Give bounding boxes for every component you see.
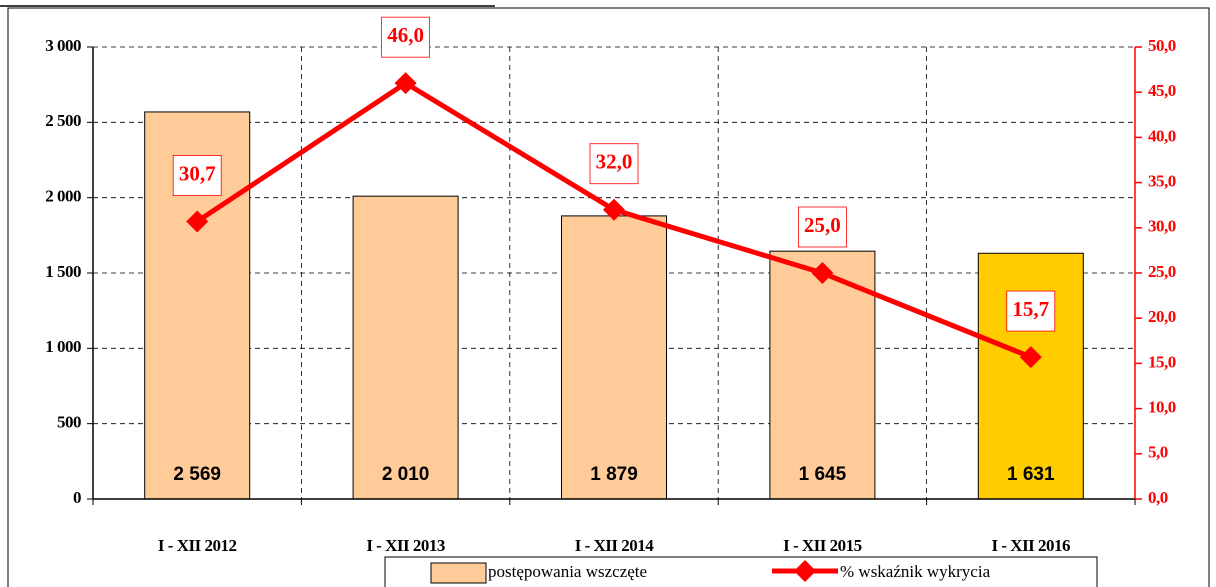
y-tick-label: 1 000 xyxy=(45,337,81,356)
y2-tick-label: 45,0 xyxy=(1148,81,1176,100)
x-tick-label: I - XII 2015 xyxy=(783,536,862,555)
y2-tick-label: 10,0 xyxy=(1148,398,1176,417)
legend-marker xyxy=(794,560,816,582)
y2-tick-label: 50,0 xyxy=(1148,36,1176,55)
y-tick-label: 3 000 xyxy=(45,36,81,55)
line-value-label: 46,0 xyxy=(387,23,424,47)
bar-value-label: 1 631 xyxy=(1007,464,1055,485)
y2-tick-label: 15,0 xyxy=(1148,352,1176,371)
y2-tick-label: 0,0 xyxy=(1148,488,1168,507)
y2-tick-label: 20,0 xyxy=(1148,307,1176,326)
legend-box xyxy=(384,556,1098,587)
y-tick-label: 2 000 xyxy=(45,187,81,206)
y-tick-label: 500 xyxy=(57,413,81,432)
bar xyxy=(561,215,667,500)
line-marker xyxy=(811,262,834,284)
y-tick-label: 0 xyxy=(73,488,81,507)
legend-label: % wskaźnik wykrycia xyxy=(840,562,991,581)
value-label-box xyxy=(381,16,431,58)
line-marker xyxy=(186,210,209,233)
line-marker xyxy=(394,72,417,95)
line-value-label: 25,0 xyxy=(804,213,841,237)
y2-tick-label: 35,0 xyxy=(1148,172,1176,191)
legend-label: postępowania wszczęte xyxy=(488,562,647,581)
y-tick-label: 1 500 xyxy=(45,262,81,281)
line-marker xyxy=(603,198,625,221)
x-tick-label: I - XII 2012 xyxy=(158,536,237,555)
bar-value-label: 2 010 xyxy=(382,464,430,485)
bar xyxy=(352,195,459,500)
bar-value-label: 1 879 xyxy=(590,464,638,485)
bar-value-label: 1 645 xyxy=(799,464,847,485)
line-value-label: 32,0 xyxy=(596,150,633,174)
value-label-box xyxy=(172,155,222,196)
value-label-box xyxy=(1006,290,1056,332)
y2-tick-label: 5,0 xyxy=(1148,443,1168,462)
bar-value-label: 2 569 xyxy=(173,464,221,485)
y2-tick-label: 30,0 xyxy=(1148,217,1176,236)
x-tick-label: I - XII 2013 xyxy=(366,536,445,555)
value-label-box xyxy=(589,143,639,185)
line-value-label: 30,7 xyxy=(179,161,216,185)
y2-tick-label: 40,0 xyxy=(1148,126,1176,145)
x-tick-label: I - XII 2016 xyxy=(992,536,1071,555)
value-label-box xyxy=(798,206,847,248)
legend-swatch xyxy=(430,562,487,584)
line-value-label: 15,7 xyxy=(1012,297,1049,321)
bar xyxy=(769,250,876,500)
line-marker xyxy=(1019,346,1042,369)
y-tick-label: 2 500 xyxy=(45,111,81,130)
y2-tick-label: 25,0 xyxy=(1148,262,1176,281)
bar xyxy=(977,252,1084,500)
x-tick-label: I - XII 2014 xyxy=(575,536,655,555)
